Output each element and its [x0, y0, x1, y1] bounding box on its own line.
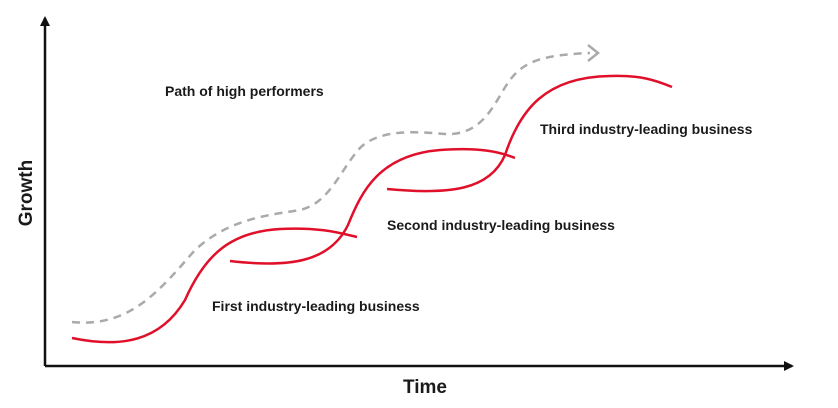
first-business-label: First industry-leading business — [212, 298, 420, 314]
second-business-curve — [229, 147, 516, 265]
arrow-right-icon — [587, 44, 601, 62]
third-business-curve — [386, 74, 673, 193]
x-axis-title: Time — [403, 377, 447, 398]
second-business-label: Second industry-leading business — [387, 217, 615, 233]
high-performers-label: Path of high performers — [165, 83, 324, 99]
third-business-label: Third industry-leading business — [540, 121, 753, 137]
y-axis-title: Growth — [16, 160, 37, 227]
high-performers-path — [71, 51, 591, 324]
first-business-curve — [71, 227, 358, 344]
